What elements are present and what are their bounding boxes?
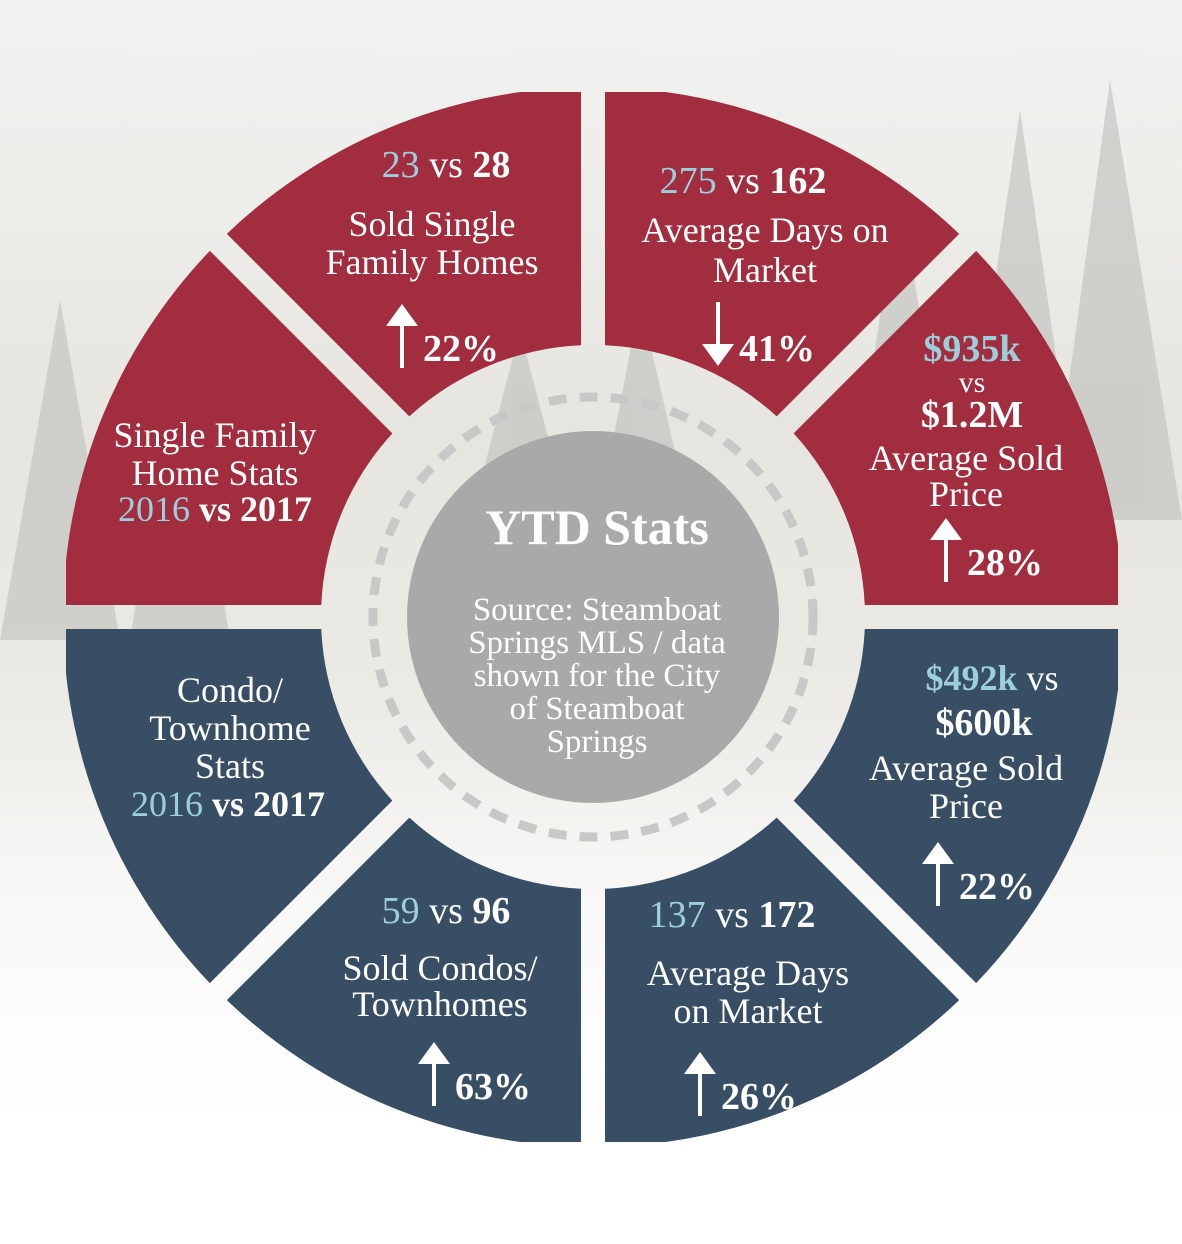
condo-price-change-value: 22% [959,866,1035,908]
sf-year-a: 2016 [117,489,190,529]
arrow-up-icon [930,518,962,582]
condo-days-label: Average Days [646,953,850,993]
condo-price-change: 22% [921,840,1035,906]
sf-sold-change-value: 22% [423,328,499,370]
sf-days-b: 162 [769,160,827,202]
condo-days-a: 137 [648,894,706,936]
condo-price-b: $600k [935,702,1033,744]
segment-sf-sold [226,92,582,417]
sf-sold-a: 23 [381,144,420,186]
sf-days-compare: 275 vs 162 [660,162,827,200]
condo-label-line: Stats [194,746,266,786]
source-line: of Steamboat [509,691,685,727]
sf-days-a: 275 [659,160,717,202]
source-line: Springs MLS / data [468,625,726,661]
sf-sold-label: Family Homes [325,242,539,282]
source-line: Source: Steamboat [472,592,722,628]
sf-sold-change: 22% [385,302,499,368]
sf-sold-compare: 23 vs 28 [382,146,511,184]
sf-vs: vs [198,489,232,529]
condo-days-vs: vs [715,894,749,936]
condo-sold-vs: vs [429,890,463,932]
condo-sold-label: Sold Condos/ [342,948,538,988]
condo-sold-compare: 59 vs 96 [382,892,511,930]
sf-price-label: Average Sold [868,438,1064,478]
sf-price-label: Price [929,474,1003,514]
segment-sf-label [66,250,393,606]
sf-years: 2016 vs 2017 [118,491,312,527]
sf-year-b: 2017 [240,489,313,529]
sf-days-change-value: 41% [739,328,815,370]
condo-year-a: 2016 [130,784,203,824]
source-note: Source: Steamboat Springs MLS / data sho… [427,594,767,759]
segment-sf-price [793,250,1118,606]
condo-label-line: Condo/ [176,670,284,710]
dashed-ring [368,392,818,842]
condo-years: 2016 vs 2017 [131,786,325,822]
sf-sold-vs: vs [429,144,463,186]
arrow-up-icon [684,1052,716,1116]
condo-year-b: 2017 [253,784,326,824]
condo-sold-label: Townhomes [352,984,528,1024]
condo-days-label: on Market [673,991,823,1031]
sf-days-label: Average Days on [641,210,889,250]
condo-days-change: 26% [683,1050,797,1116]
center-title: YTD Stats [485,499,709,555]
condo-sold-change: 63% [417,1040,531,1106]
condo-sold-change-value: 63% [455,1066,531,1108]
condo-days-compare: 137 vs 172 [649,896,816,934]
sf-days-change: 41% [701,302,815,368]
sf-price-b: $1.2M [920,394,1024,436]
condo-days-change-value: 26% [721,1076,797,1118]
sf-price-change: 28% [929,516,1043,582]
condo-price-label: Average Sold [868,748,1064,788]
sf-label-line: Home Stats [131,453,299,493]
sf-days-label: Market [713,250,817,290]
sf-price-vs: vs [958,366,986,399]
sf-sold-b: 28 [472,144,511,186]
arrow-up-icon [418,1042,450,1106]
condo-vs: vs [211,784,245,824]
segment-condo-label [66,628,393,984]
condo-price-label: Price [929,786,1003,826]
segment-sf-days [604,92,960,417]
arrow-down-icon [702,302,734,366]
segment-condo-price [793,628,1118,984]
condo-price-a: $492k [925,658,1018,698]
condo-sold-b: 96 [472,890,511,932]
segment-condo-sold [226,817,582,1142]
condo-label-line: Townhome [149,708,311,748]
sf-days-vs: vs [726,160,760,202]
sf-price-a: $935k [923,328,1021,370]
condo-sold-a: 59 [381,890,420,932]
sf-price-change-value: 28% [967,542,1043,584]
arrow-up-icon [922,842,954,906]
source-line: shown for the City [473,658,721,694]
source-line: Springs [546,724,648,760]
condo-price-vs: vs [1026,658,1059,698]
center-circle [407,431,779,803]
condo-days-b: 172 [758,894,816,936]
sf-label-line: Single Family [113,415,317,455]
arrow-up-icon [386,304,418,368]
condo-price-compare: $492k vs [925,660,1058,696]
sf-sold-label: Sold Single [348,204,516,244]
